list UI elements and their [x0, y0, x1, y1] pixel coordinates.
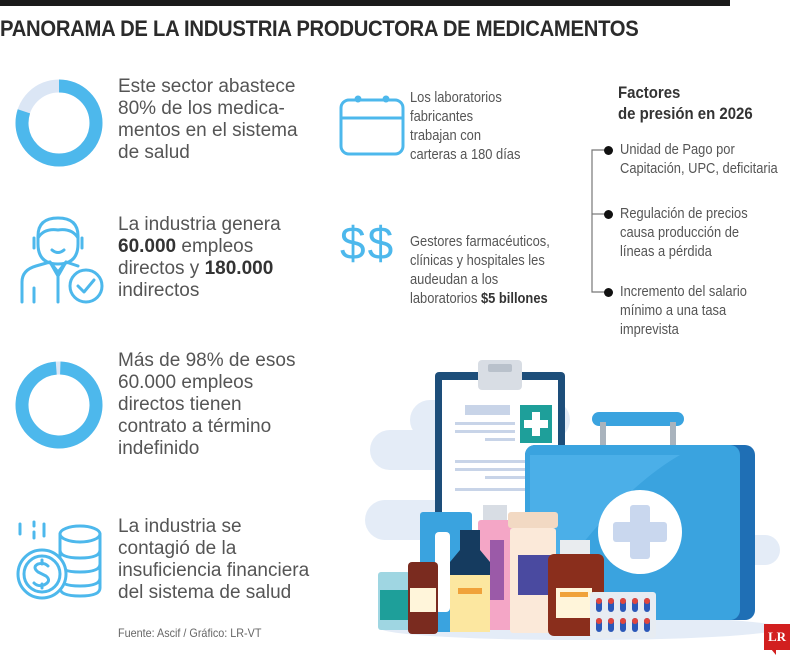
employee-check-icon: [20, 216, 104, 304]
calendar-icon: [339, 95, 405, 156]
coins-dollar-icon: [16, 520, 102, 600]
dollar-signs-icon: $$: [340, 217, 396, 269]
stat-financial-text: La industria se contagió de la insuficie…: [118, 516, 310, 603]
receivables-text: Los laboratorios fabricantes trabajan co…: [410, 89, 521, 163]
factor-bullet: [604, 288, 613, 297]
factors-connector-line: [591, 149, 604, 293]
stat-supply-text: Este sector abastece 80% de los medica- …: [118, 76, 298, 163]
factor-item-price-regulation: Regulación de precios causa producción d…: [620, 205, 748, 260]
donut-80-percent-icon: [15, 79, 103, 167]
top-rule: [0, 0, 730, 6]
factor-item-upc: Unidad de Pago por Capitación, UPC, defi…: [620, 141, 778, 177]
medical-kit-illustration: [365, 360, 780, 640]
stat-employment-text: La industria genera 60.000 empleos direc…: [118, 214, 281, 301]
page-title: PANORAMA DE LA INDUSTRIA PRODUCTORA DE M…: [0, 16, 639, 41]
factor-item-minimum-wage: Incremento del salario mínimo a una tasa…: [620, 283, 747, 338]
stat-contracts-text: Más de 98% de esos 60.000 empleos direct…: [118, 350, 296, 459]
factors-title: Factores de presión en 2026: [618, 83, 753, 123]
source-credit: Fuente: Ascif / Gráfico: LR-VT: [118, 626, 262, 640]
factor-bullet: [604, 210, 613, 219]
factor-bullet: [604, 146, 613, 155]
debt-text: Gestores farmacéuticos, clínicas y hospi…: [410, 233, 550, 307]
donut-98-percent-icon: [15, 361, 103, 449]
lr-logo: LR: [764, 624, 790, 655]
